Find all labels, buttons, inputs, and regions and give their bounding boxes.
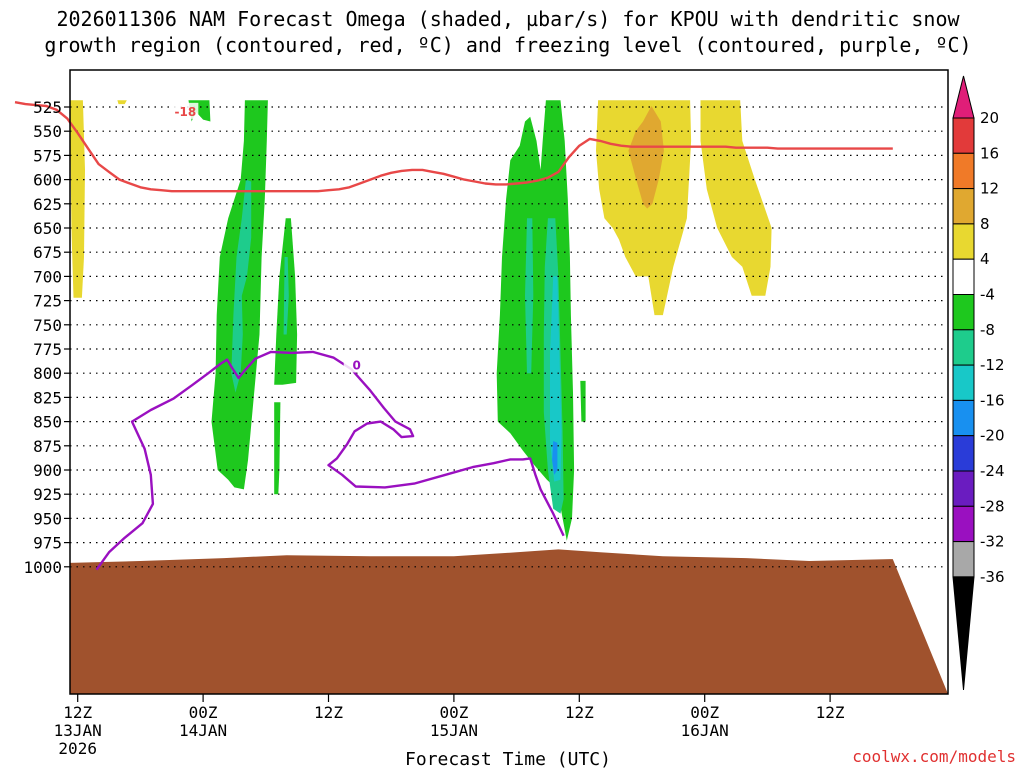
chart-title-line1: 2026011306 NAM Forecast Omega (shaded, µ… <box>56 7 960 31</box>
y-tick-label-725: 725 <box>33 292 62 311</box>
colorbar-swatch-6 <box>952 329 975 366</box>
y-tick-label-575: 575 <box>33 146 62 165</box>
colorbar-swatch-12 <box>952 541 975 578</box>
y-tick-label-625: 625 <box>33 195 62 214</box>
omega-shade-13 <box>525 218 534 374</box>
y-tick-label-675: 675 <box>33 243 62 262</box>
x-tick-label-4-0: 12Z <box>565 703 594 722</box>
colorbar-label-1: 16 <box>980 144 999 162</box>
colorbar-swatch-11 <box>952 505 975 543</box>
chart-title-line2: growth region (contoured, red, ºC) and f… <box>44 33 971 57</box>
colorbar-swatch-7 <box>952 364 975 401</box>
colorbar-label-11: -28 <box>980 497 1005 515</box>
colorbar-swatch-5 <box>952 294 975 331</box>
colorbar: 20 16 12 8 4 -4 -8 -12 -16 -20 -24 -28 -32 -36 <box>952 75 1005 691</box>
colorbar-label-2: 12 <box>980 180 999 198</box>
colorbar-label-0: 20 <box>980 109 999 127</box>
y-tick-label-900: 900 <box>33 461 62 480</box>
x-tick-label-2-0: 12Z <box>314 703 343 722</box>
colorbar-swatch-1 <box>952 152 975 190</box>
x-tick-label-0-1: 13JAN <box>54 721 102 740</box>
colorbar-label-4: 4 <box>980 250 990 268</box>
colorbar-label-9: -20 <box>980 427 1005 445</box>
colorbar-label-3: 8 <box>980 215 990 233</box>
purple-contour-0-line <box>95 350 565 571</box>
omega-shade-11 <box>231 179 252 393</box>
omega-shade-2 <box>596 100 692 316</box>
y-tick-label-550: 550 <box>33 122 62 141</box>
colorbar-swatch-2 <box>952 188 975 225</box>
x-tick-label-0-0: 12Z <box>63 703 92 722</box>
y-tick-label-850: 850 <box>33 413 62 432</box>
omega-shade-8 <box>274 402 281 495</box>
colorbar-label-6: -8 <box>980 321 995 339</box>
x-tick-label-5-1: 16JAN <box>681 721 729 740</box>
omega-shading <box>70 100 772 541</box>
x-tick-label-3-0: 00Z <box>439 703 468 722</box>
colorbar-swatch-9 <box>952 435 975 472</box>
y-tick-label-600: 600 <box>33 171 62 190</box>
y-tick-label-925: 925 <box>33 485 62 504</box>
x-tick-label-3-1: 15JAN <box>430 721 478 740</box>
red-contour-0-line <box>14 101 893 193</box>
y-tick-label-800: 800 <box>33 364 62 383</box>
colorbar-swatch-8 <box>952 399 975 437</box>
y-tick-label-750: 750 <box>33 316 62 335</box>
colorbar-label-8: -16 <box>980 391 1005 409</box>
colorbar-label-13: -36 <box>980 568 1005 586</box>
terrain-ground <box>70 549 948 694</box>
y-tick-label-825: 825 <box>33 388 62 407</box>
y-tick-label-775: 775 <box>33 340 62 359</box>
colorbar-label-7: -12 <box>980 356 1005 374</box>
omega-shade-0 <box>70 100 85 298</box>
omega-shade-1 <box>117 100 127 105</box>
dendritic-growth-contours: -18 <box>14 101 893 193</box>
omega-shade-16 <box>552 441 558 475</box>
x-tick-label-1-1: 14JAN <box>179 721 227 740</box>
colorbar-swatch-0 <box>952 117 975 154</box>
x-axis-label: Forecast Time (UTC) <box>405 749 611 768</box>
purple-contour-0-label: 0 <box>353 358 361 372</box>
colorbar-top-arrow <box>952 75 975 119</box>
x-tick-label-5-0: 00Z <box>690 703 719 722</box>
y-tick-label-525: 525 <box>33 98 62 117</box>
colorbar-swatch-10 <box>952 470 975 507</box>
terrain-ground-fill <box>70 549 948 694</box>
y-tick-label-875: 875 <box>33 437 62 456</box>
y-tick-label-650: 650 <box>33 219 62 238</box>
colorbar-label-10: -24 <box>980 462 1005 480</box>
red-contour-0-label: -18 <box>174 105 196 119</box>
y-tick-label-700: 700 <box>33 267 62 286</box>
y-tick-label-1000: 1000 <box>23 558 62 577</box>
credit-text: coolwx.com/models <box>852 747 1016 766</box>
plot-frame <box>69 69 949 695</box>
purple-contour-0-label-bg <box>343 356 370 373</box>
omega-shade-15 <box>550 276 562 482</box>
colorbar-label-12: -32 <box>980 533 1005 551</box>
freezing-level-contours: 0 <box>95 350 565 571</box>
colorbar-label-5: -4 <box>980 286 995 304</box>
red-contour-0-label-bg <box>172 102 199 119</box>
x-tick-label-0-2: 2026 <box>58 739 97 758</box>
y-tick-label-950: 950 <box>33 509 62 528</box>
colorbar-bottom-arrow <box>952 576 975 691</box>
x-tick-label-1-0: 00Z <box>189 703 218 722</box>
colorbar-swatch-3 <box>952 223 975 260</box>
omega-shade-3 <box>700 100 772 296</box>
x-tick-label-6-0: 12Z <box>816 703 845 722</box>
omega-shade-10 <box>580 380 586 422</box>
colorbar-swatch-4 <box>952 258 975 296</box>
y-axis: 525 550 575 600 625 650 675 700 725 750 775 800 825 8… <box>23 98 70 577</box>
y-tick-label-975: 975 <box>33 534 62 553</box>
